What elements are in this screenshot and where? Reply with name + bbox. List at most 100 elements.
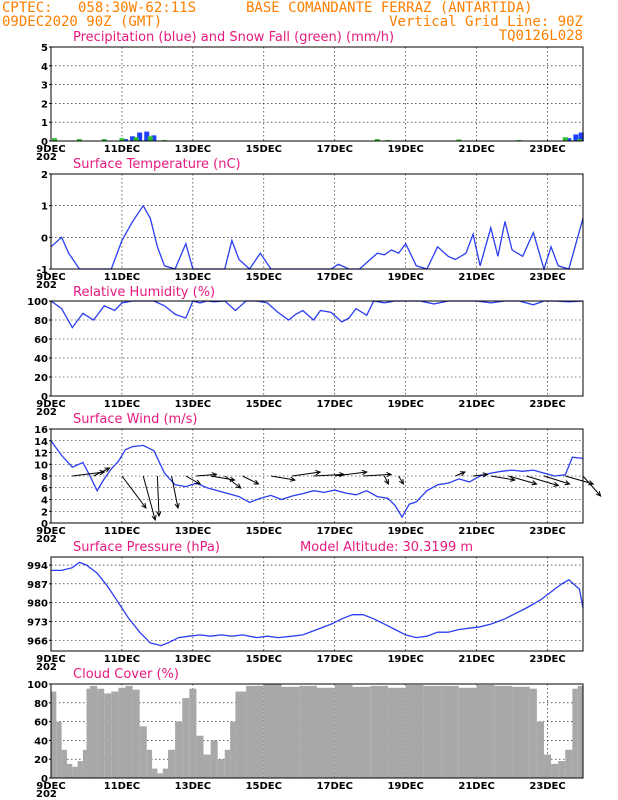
cloud-column [90, 685, 98, 778]
precip-bar [576, 139, 582, 141]
wind-arrowhead [289, 476, 297, 482]
cloud-column [66, 763, 73, 778]
temperature-year-stub: 202 [36, 280, 57, 291]
wind-xtick-label: 13DEC [175, 526, 211, 537]
cloud-column [146, 749, 153, 778]
wind-year-stub: 202 [36, 534, 57, 545]
cloud-panel: 0 20 40 60 80 100 9DEC 11DEC 13DEC 15DEC 17DEC 19DE… [27, 680, 584, 800]
wind-arrowhead [595, 491, 602, 497]
wind-arrowhead [104, 467, 111, 473]
precip-bar [76, 139, 82, 141]
temperature-xtick-label: 17DEC [317, 272, 353, 283]
precip-xtick-label: 21DEC [458, 144, 494, 155]
wind-xtick-label: 21DEC [458, 526, 494, 537]
wind-arrowhead [553, 481, 560, 487]
wind-vectors [72, 467, 602, 522]
precip-bar [374, 139, 380, 141]
pressure-xtick-label: 15DEC [246, 654, 282, 665]
cloud-column [334, 684, 353, 778]
precip-bar [137, 132, 143, 141]
precip-ytick-label: 0 [41, 137, 48, 148]
humidity-ytick-label: 80 [34, 316, 48, 327]
cloud-xtick-label: 17DEC [317, 781, 353, 792]
pressure-ytick-label: 987 [27, 580, 48, 591]
wind-arrowhead [151, 514, 157, 522]
cloud-xtick-label: 13DEC [175, 781, 211, 792]
wind-arrow [472, 473, 488, 477]
wind-ytick-label: 2 [41, 507, 48, 518]
wind-arrowhead [384, 478, 389, 486]
temperature-xtick-label: 21DEC [458, 272, 494, 283]
humidity-ytick-label: 100 [27, 297, 48, 308]
humidity-xtick-label: 13DEC [175, 399, 211, 410]
wind-xtick-label: 19DEC [387, 526, 423, 537]
temperature-ytick-label: 2 [41, 170, 48, 181]
wind-arrowhead [253, 479, 260, 485]
wind-arrow [313, 473, 344, 477]
precip-xtick-label: 19DEC [387, 144, 423, 155]
humidity-xtick-label: 23DEC [529, 399, 565, 410]
wind-arrowhead [386, 472, 393, 478]
precip-xtick-label: 15DEC [246, 144, 282, 155]
cloud-title: Cloud Cover (%) [73, 667, 179, 682]
cloud-column [494, 685, 513, 778]
cloud-column [175, 721, 183, 778]
pressure-ytick-label: 994 [27, 561, 48, 572]
header-model: TQ0126L028 [499, 28, 583, 44]
wind-arrow [156, 475, 160, 517]
wind-xtick-label: 17DEC [317, 526, 353, 537]
precip-panel: 0 1 2 3 4 5 9DEC 11DEC 13DEC 15DEC 17DEC 19DEC 21DEC… [36, 43, 584, 163]
cloud-ytick-label: 100 [27, 680, 48, 691]
humidity-xtick-label: 19DEC [387, 399, 423, 410]
wind-ytick-label: 4 [41, 496, 48, 507]
temperature-ytick-label: 0 [41, 233, 48, 244]
cloud-xtick-label: 15DEC [246, 781, 282, 792]
wind-xtick-label: 15DEC [246, 526, 282, 537]
wind-arrow [334, 471, 367, 477]
precip-xtick-label: 13DEC [175, 144, 211, 155]
wind-title: Surface Wind (m/s) [73, 412, 197, 427]
cloud-column [224, 749, 231, 778]
cloud-column [230, 721, 236, 778]
wind-arrowhead [156, 511, 162, 518]
header: CPTEC: 058:30W-62:11S BASE COMANDANTE FE… [2, 0, 583, 44]
humidity-ytick-label: 60 [34, 335, 48, 346]
humidity-xtick-label: 9DEC [36, 399, 65, 410]
wind-arrow [582, 475, 601, 497]
cloud-ytick-label: 40 [34, 736, 48, 747]
temperature-ytick-label: 1 [41, 202, 48, 213]
humidity-frame [50, 300, 584, 397]
wind-arrow [508, 475, 537, 485]
cloud-column [352, 686, 371, 778]
precip-ytick-label: 2 [41, 99, 48, 110]
cloud-xtick-label: 23DEC [529, 781, 565, 792]
pressure-series-line [51, 561, 584, 647]
pressure-ytick-label: 980 [27, 599, 48, 610]
header-coordinates: 058:30W-62:11S [78, 0, 196, 16]
cloud-column [86, 688, 91, 778]
precip-bar [578, 132, 584, 141]
cloud-column [458, 687, 477, 778]
humidity-series-line [50, 300, 584, 329]
wind-arrow [242, 475, 259, 485]
cloud-column [203, 754, 211, 778]
pressure-xtick-label: 19DEC [387, 654, 423, 665]
cloud-column [558, 761, 566, 778]
temperature-title: Surface Temperature (nC) [73, 157, 241, 172]
cloud-xtick-label: 21DEC [458, 781, 494, 792]
cloud-column [97, 688, 105, 778]
pressure-ytick-label: 973 [27, 617, 48, 628]
wind-arrow [121, 475, 147, 509]
wind-arrowhead [398, 478, 404, 485]
wind-arrowhead [531, 480, 538, 486]
header-source: CPTEC: [2, 0, 53, 16]
header-date: 09DEC2020 90Z (GMT) [2, 14, 162, 30]
cloud-column [210, 740, 218, 778]
cloud-column [476, 684, 495, 778]
cloud-xtick-label: 19DEC [387, 781, 423, 792]
precip-xtick-label: 23DEC [529, 144, 565, 155]
wind-ytick-label: 8 [41, 472, 48, 483]
precip-ytick-label: 4 [41, 62, 48, 73]
cloud-column [536, 721, 544, 778]
